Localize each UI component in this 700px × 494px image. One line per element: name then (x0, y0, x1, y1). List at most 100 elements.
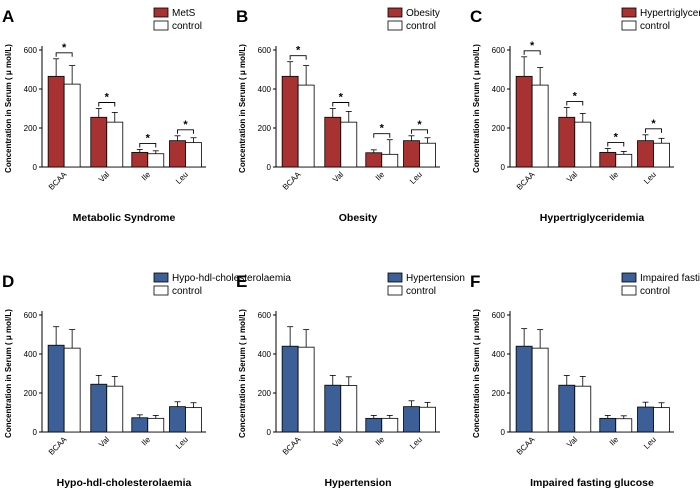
bar-D-Ile-case (131, 417, 149, 433)
bar-C-Ile-control (615, 153, 633, 168)
x-tick-label: Ile (140, 435, 153, 448)
legend-label-case: Hypertension (406, 273, 465, 284)
bar-D-BCAA-case (47, 344, 65, 433)
x-tick-label: Ile (608, 435, 621, 448)
legend-label-case: MetS (172, 8, 196, 19)
legend-label-control: control (172, 286, 202, 297)
y-tick-label: 0 (33, 163, 38, 172)
y-tick-label: 600 (24, 46, 38, 55)
significance-star: * (651, 118, 656, 130)
bar-E-Val-control (340, 385, 358, 433)
bar-F-Ile-control (615, 418, 633, 433)
bar-A-BCAA-case (47, 75, 65, 168)
significance-bracket (332, 102, 350, 107)
significance-bracket (139, 143, 157, 148)
legend-label-control: control (640, 286, 670, 297)
panel-label-C: C (470, 7, 482, 26)
legend-swatch-case (387, 272, 403, 283)
x-tick-label: Val (97, 170, 111, 184)
bar-E-BCAA-case (281, 345, 299, 433)
significance-bracket (607, 142, 625, 147)
y-tick-label: 400 (24, 85, 38, 94)
x-tick-label: Leu (174, 435, 190, 451)
legend-swatch-control (153, 20, 169, 31)
y-tick-label: 400 (492, 85, 506, 94)
y-axis-label: Concentration in Serum ( μ mol/L) (472, 309, 481, 438)
bar-A-Val-control (106, 121, 124, 168)
bar-D-Leu-control (185, 407, 202, 433)
panel-label-E: E (236, 272, 247, 291)
bar-D-Ile-control (147, 417, 165, 433)
significance-star: * (62, 42, 67, 54)
x-tick-label: Val (331, 170, 345, 184)
legend-label-control: control (406, 21, 436, 32)
bar-B-BCAA-control (297, 84, 315, 168)
bar-E-Val-case (324, 384, 342, 433)
y-tick-label: 0 (267, 163, 272, 172)
panel-title: Hypertension (324, 477, 391, 489)
panel-label-D: D (2, 272, 14, 291)
panel-label-B: B (236, 7, 248, 26)
y-tick-label: 600 (258, 311, 272, 320)
bar-D-Val-case (90, 383, 108, 433)
bar-A-Ile-control (147, 153, 165, 168)
legend-swatch-case (153, 7, 169, 18)
bar-B-Ile-case (365, 152, 383, 168)
bar-A-Ile-case (131, 151, 149, 168)
bar-E-Ile-case (365, 417, 383, 433)
bar-B-Leu-case (403, 140, 420, 168)
significance-star: * (530, 40, 535, 52)
significance-star: * (183, 119, 188, 131)
x-tick-label: Leu (642, 170, 658, 186)
x-tick-label: Ile (608, 170, 621, 183)
bar-A-Leu-case (169, 140, 186, 168)
y-tick-label: 0 (501, 428, 506, 437)
significance-star: * (417, 119, 422, 131)
bar-F-Leu-case (637, 406, 654, 433)
significance-star: * (146, 132, 151, 144)
bar-B-Ile-control (381, 153, 399, 168)
x-tick-label: Leu (408, 170, 424, 186)
y-tick-label: 200 (492, 124, 506, 133)
bar-F-Val-case (558, 384, 576, 433)
y-axis-label: Concentration in Serum ( μ mol/L) (472, 44, 481, 173)
x-tick-label: BCAA (47, 435, 69, 457)
significance-bracket (373, 133, 391, 138)
bar-A-BCAA-control (63, 83, 81, 168)
significance-bracket (523, 50, 541, 55)
y-tick-label: 600 (258, 46, 272, 55)
y-tick-label: 200 (24, 389, 38, 398)
x-tick-label: Val (565, 170, 579, 184)
panel-title: Hypo-hdl-cholesterolaemia (57, 477, 192, 489)
significance-bracket (289, 55, 307, 60)
x-tick-label: BCAA (281, 170, 303, 192)
bar-B-Val-case (324, 116, 342, 168)
legend-swatch-case (621, 272, 637, 283)
bar-B-Val-control (340, 121, 358, 168)
bar-E-Leu-control (419, 406, 436, 433)
x-tick-label: Ile (140, 170, 153, 183)
legend-swatch-case (387, 7, 403, 18)
significance-bracket (645, 128, 662, 133)
legend-label-control: control (172, 21, 202, 32)
y-tick-label: 400 (24, 350, 38, 359)
legend-swatch-control (621, 20, 637, 31)
significance-star: * (296, 45, 301, 57)
significance-bracket (55, 52, 73, 57)
panel-title: Impaired fasting glucose (530, 477, 654, 489)
bar-D-BCAA-control (63, 347, 81, 433)
bar-C-BCAA-case (515, 75, 533, 168)
y-axis-label: Concentration in Serum ( μ mol/L) (238, 44, 247, 173)
significance-star: * (105, 92, 110, 104)
y-tick-label: 0 (267, 428, 272, 437)
y-tick-label: 400 (258, 85, 272, 94)
y-tick-label: 200 (492, 389, 506, 398)
bar-E-Ile-control (381, 417, 399, 433)
y-tick-label: 600 (492, 311, 506, 320)
bar-B-BCAA-case (281, 75, 299, 168)
legend-label-case: Hypo-hdl-cholesterolaemia (172, 273, 291, 284)
y-axis-label: Concentration in Serum ( μ mol/L) (4, 309, 13, 438)
bar-C-Val-control (574, 121, 592, 168)
bar-C-Val-case (558, 116, 576, 168)
